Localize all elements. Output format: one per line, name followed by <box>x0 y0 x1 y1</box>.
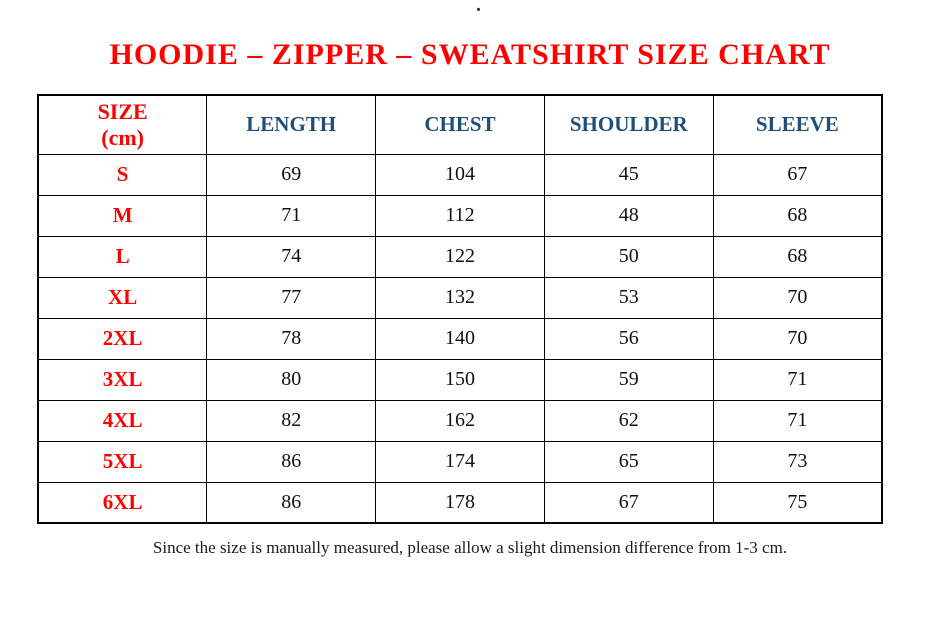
table-row: 4XL 82 162 62 71 <box>37 399 883 442</box>
value-cell: 77 <box>206 276 377 319</box>
value-cell: 150 <box>375 358 545 401</box>
table-row: 6XL 86 178 67 75 <box>37 481 883 524</box>
column-header-length: LENGTH <box>206 94 377 155</box>
value-cell: 174 <box>375 440 545 483</box>
value-cell: 74 <box>206 235 377 278</box>
size-cell: M <box>37 194 208 237</box>
value-cell: 162 <box>375 399 545 442</box>
value-cell: 122 <box>375 235 545 278</box>
table-header: SIZE (cm) LENGTH CHEST SHOULDER SLEEVE <box>37 94 883 155</box>
size-cell: 6XL <box>37 481 208 524</box>
table-row: L 74 122 50 68 <box>37 235 883 278</box>
value-cell: 178 <box>375 481 545 524</box>
size-cell: 2XL <box>37 317 208 360</box>
value-cell: 67 <box>712 153 883 196</box>
value-cell: 86 <box>206 440 377 483</box>
value-cell: 56 <box>543 317 714 360</box>
column-header-sleeve: SLEEVE <box>712 94 883 155</box>
value-cell: 50 <box>543 235 714 278</box>
header-row: SIZE (cm) LENGTH CHEST SHOULDER SLEEVE <box>37 94 883 155</box>
size-cell: XL <box>37 276 208 319</box>
size-cell: S <box>37 153 208 196</box>
page-title: HOODIE – ZIPPER – SWEATSHIRT SIZE CHART <box>109 38 831 71</box>
value-cell: 75 <box>712 481 883 524</box>
table-row: 3XL 80 150 59 71 <box>37 358 883 401</box>
table-body: S 69 104 45 67 M 71 112 48 68 L 74 122 50 68 XL 77 132 53 7… <box>37 153 883 524</box>
column-header-size-cm: SIZE (cm) <box>37 94 208 155</box>
value-cell: 62 <box>543 399 714 442</box>
size-cell: L <box>37 235 208 278</box>
value-cell: 80 <box>206 358 377 401</box>
size-cell: 3XL <box>37 358 208 401</box>
dot-artifact: . <box>476 0 481 16</box>
value-cell: 104 <box>375 153 545 196</box>
value-cell: 71 <box>712 358 883 401</box>
value-cell: 70 <box>712 317 883 360</box>
value-cell: 86 <box>206 481 377 524</box>
table-row: 2XL 78 140 56 70 <box>37 317 883 360</box>
value-cell: 69 <box>206 153 377 196</box>
value-cell: 112 <box>375 194 545 237</box>
value-cell: 82 <box>206 399 377 442</box>
value-cell: 68 <box>712 235 883 278</box>
value-cell: 65 <box>543 440 714 483</box>
value-cell: 78 <box>206 317 377 360</box>
value-cell: 140 <box>375 317 545 360</box>
table-row: 5XL 86 174 65 73 <box>37 440 883 483</box>
size-chart-table: SIZE (cm) LENGTH CHEST SHOULDER SLEEVE S 69 104… <box>37 94 883 524</box>
value-cell: 45 <box>543 153 714 196</box>
table-row: XL 77 132 53 70 <box>37 276 883 319</box>
size-header-line2: (cm) <box>101 124 145 150</box>
value-cell: 71 <box>206 194 377 237</box>
value-cell: 73 <box>712 440 883 483</box>
column-header-chest: CHEST <box>375 94 545 155</box>
value-cell: 48 <box>543 194 714 237</box>
value-cell: 132 <box>375 276 545 319</box>
value-cell: 71 <box>712 399 883 442</box>
table-row: M 71 112 48 68 <box>37 194 883 237</box>
table-row: S 69 104 45 67 <box>37 153 883 196</box>
footnote: Since the size is manually measured, ple… <box>152 538 788 557</box>
value-cell: 59 <box>543 358 714 401</box>
value-cell: 67 <box>543 481 714 524</box>
size-header-line1: SIZE <box>97 99 148 125</box>
column-header-shoulder: SHOULDER <box>543 94 714 155</box>
size-cell: 5XL <box>37 440 208 483</box>
size-cell: 4XL <box>37 399 208 442</box>
value-cell: 70 <box>712 276 883 319</box>
value-cell: 53 <box>543 276 714 319</box>
value-cell: 68 <box>712 194 883 237</box>
